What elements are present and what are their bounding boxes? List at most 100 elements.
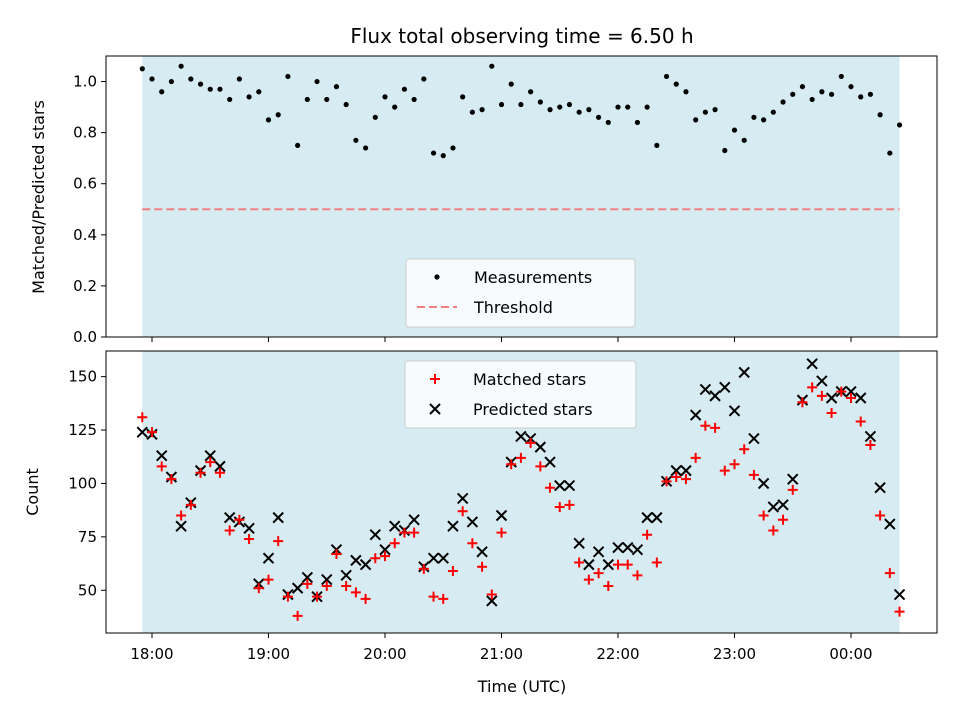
predicted-point — [670, 464, 682, 477]
predicted-point — [272, 511, 284, 524]
measurement-point — [227, 96, 233, 103]
measurement-point — [178, 63, 184, 69]
predicted-point — [719, 381, 731, 394]
matched-point — [166, 474, 177, 485]
measurement-point — [168, 78, 175, 85]
predicted-point — [631, 543, 644, 556]
top-y-tick-label: 1.0 — [73, 73, 97, 91]
measurement-point — [392, 104, 398, 110]
predicted-point — [777, 499, 789, 511]
predicted-point — [262, 552, 275, 564]
top-x-ticks — [151, 337, 852, 342]
predicted-point — [389, 520, 401, 532]
measurement-point — [838, 73, 844, 80]
measurement-point — [343, 101, 349, 108]
predicted-point — [369, 529, 381, 541]
predicted-point — [340, 569, 352, 582]
matched-point — [438, 593, 449, 604]
measurement-point — [702, 109, 708, 115]
top-legend: Measurements Threshold — [405, 258, 636, 328]
measurement-point — [275, 112, 281, 118]
predicted-point — [573, 537, 585, 549]
predicted-point — [680, 464, 692, 477]
measurement-point — [877, 112, 883, 118]
predicted-point — [748, 432, 760, 445]
predicted-point — [699, 383, 712, 396]
predicted-point — [427, 552, 440, 564]
matched-point — [302, 578, 313, 589]
predicted-point — [787, 473, 799, 485]
matched-point — [651, 557, 662, 568]
matched-point — [642, 529, 653, 540]
measurement-point — [246, 94, 252, 100]
matched-point — [748, 469, 759, 480]
matched-point — [787, 484, 798, 495]
matched-point — [593, 568, 604, 579]
matched-point — [525, 437, 536, 448]
matched-point — [535, 461, 546, 472]
matched-point — [176, 510, 187, 521]
matched-point — [884, 568, 895, 579]
matched-point — [739, 444, 750, 455]
predicted-point — [486, 595, 498, 607]
matched-legend-marker — [430, 374, 440, 384]
measurement-point — [887, 150, 893, 156]
measurement-point — [712, 107, 718, 113]
matched-point — [855, 416, 866, 427]
predicted-point — [359, 558, 372, 571]
matched-point — [622, 559, 633, 570]
matched-point — [147, 427, 157, 438]
bottom-x-ticks: 18:00 19:00 20:00 21:00 22:00 23:00 00:00 — [130, 633, 873, 663]
predicted-point — [583, 558, 595, 571]
matched-point — [564, 499, 575, 510]
predicted-point — [554, 479, 566, 492]
bottom-legend: Matched stars Predicted stars — [404, 360, 637, 429]
matched-point — [554, 501, 565, 512]
x-tick-label: 19:00 — [247, 645, 290, 663]
matched-point — [234, 514, 245, 525]
matched-point — [244, 534, 255, 544]
predicted-point — [437, 552, 449, 564]
measurement-point — [421, 76, 427, 82]
measurement-point — [304, 96, 310, 103]
measurement-point — [828, 91, 835, 97]
measurement-point — [605, 119, 611, 126]
matched-point — [486, 589, 497, 600]
matched-point — [710, 422, 721, 433]
measurement-point — [896, 122, 903, 128]
x-axis-label: Time (UTC) — [477, 677, 566, 696]
matched-point — [205, 457, 216, 468]
measurement-points — [139, 63, 903, 159]
predicted-point — [379, 543, 391, 556]
measurement-point — [644, 104, 650, 110]
measurement-point — [625, 104, 631, 110]
predicted-point — [447, 520, 459, 532]
measurement-point — [761, 117, 767, 123]
predicted-point — [757, 477, 770, 490]
predicted-point — [175, 520, 187, 532]
measurement-point — [353, 137, 359, 143]
matched-point — [496, 527, 507, 538]
x-tick-label: 22:00 — [596, 645, 639, 663]
measurement-point — [634, 119, 641, 126]
predicted-point — [825, 392, 838, 404]
matched-point — [273, 536, 284, 547]
matched-point — [729, 459, 740, 470]
measurement-point — [537, 99, 543, 105]
top-y-tick-label: 0.4 — [73, 226, 97, 244]
measurement-point — [518, 101, 524, 108]
measurement-point — [722, 147, 728, 154]
measurement-point — [372, 114, 378, 120]
matched-point — [894, 606, 905, 617]
matched-point — [758, 510, 769, 521]
measurement-point — [557, 104, 563, 110]
measurement-point — [683, 89, 689, 95]
predicted-point — [816, 375, 828, 387]
predicted-point — [544, 456, 556, 468]
measurement-point — [848, 84, 854, 90]
matched-point — [846, 393, 856, 403]
top-y-tick-label: 0.2 — [73, 277, 97, 295]
predicted-point — [243, 522, 255, 535]
measurement-point — [693, 117, 699, 123]
predicted-point — [321, 573, 333, 586]
